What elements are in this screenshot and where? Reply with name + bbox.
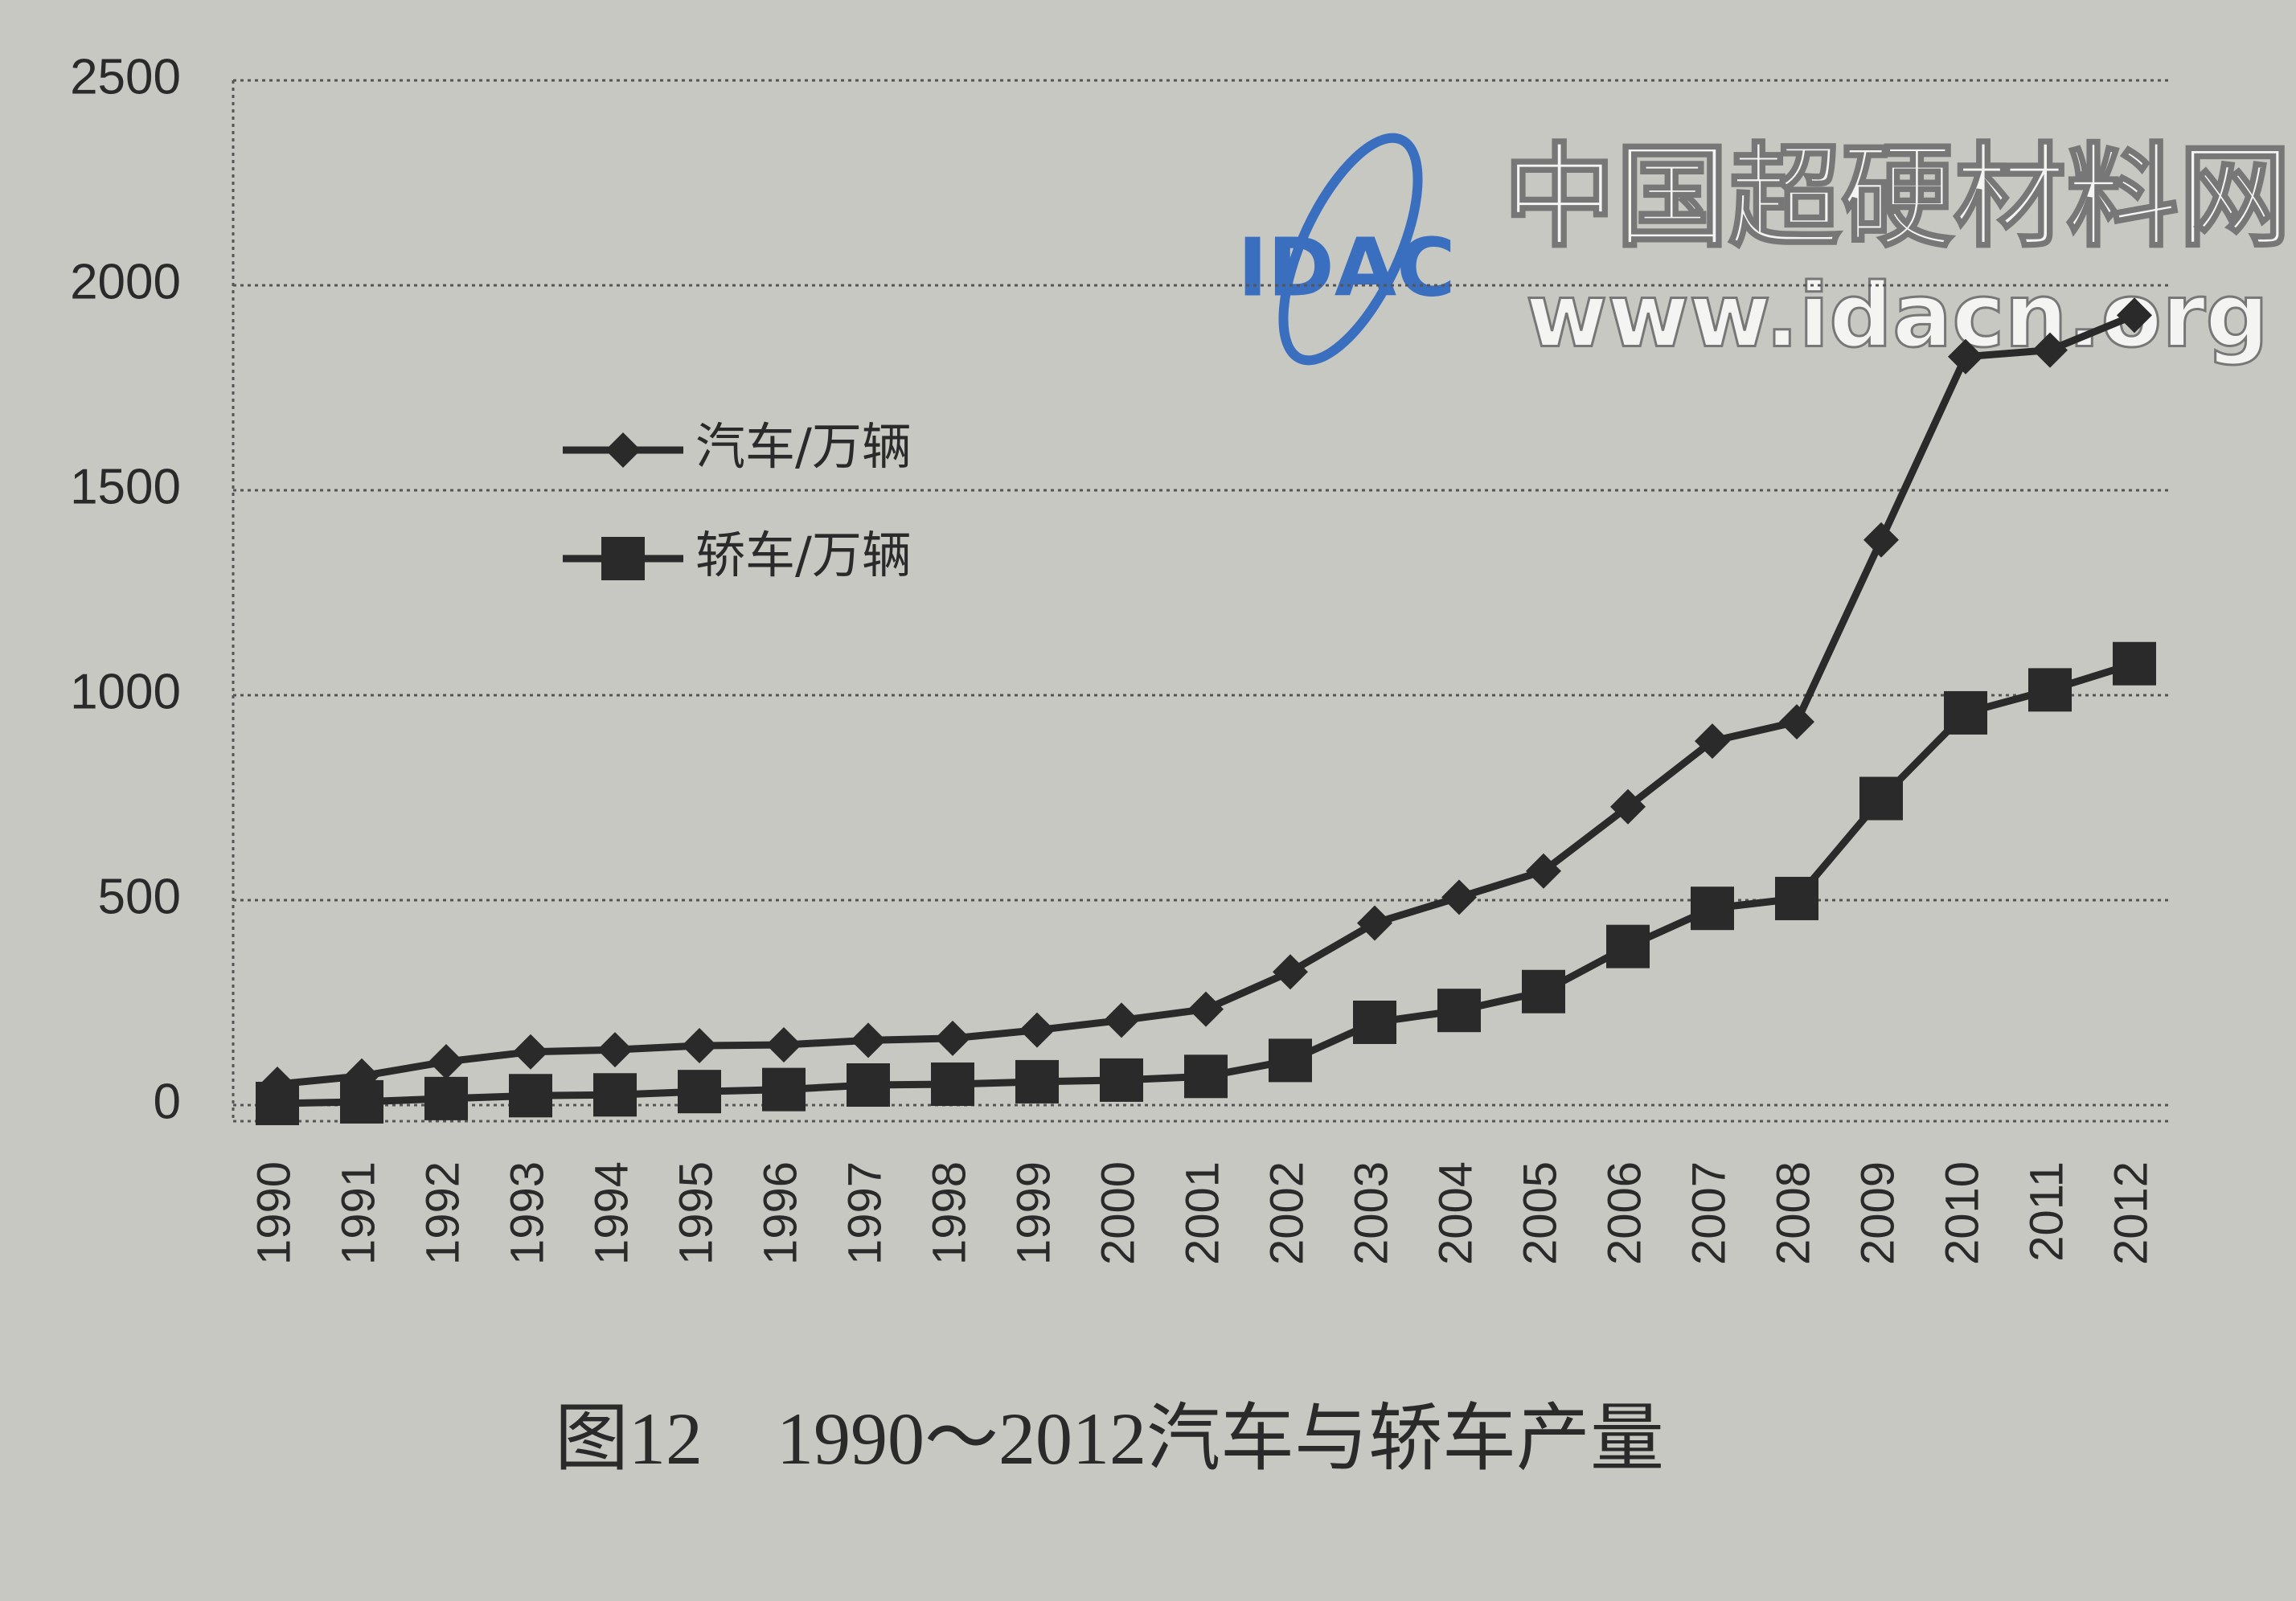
marker [1863,522,1899,558]
marker [1188,991,1224,1027]
legend-label: 轿车/万辆 [695,526,912,584]
marker [1522,969,1565,1013]
marker [2117,297,2152,334]
x-tick-label: 1996 [754,1161,806,1265]
marker [682,1028,717,1064]
marker [1100,1058,1143,1102]
marker [1353,1000,1396,1044]
logo-ring [1278,133,1423,366]
marker [424,1076,468,1120]
marker [1695,723,1730,760]
marker [1775,876,1818,920]
x-tick-label: 1990 [248,1161,300,1265]
legend-label: 汽车/万辆 [695,417,912,476]
logo-text: IDAC [1238,220,1456,314]
marker [935,1020,970,1056]
x-tick-label: 1992 [416,1161,469,1265]
x-tick-label: 2007 [1683,1161,1735,1265]
x-tick-label: 2001 [1176,1161,1228,1265]
y-tick-label: 2000 [70,254,181,309]
x-tick-label: 2005 [1514,1161,1566,1265]
marker [1606,924,1650,968]
marker [593,1073,637,1117]
x-tick-label: 1993 [501,1161,553,1265]
marker [1269,1038,1312,1083]
x-tick-label: 1995 [670,1161,722,1265]
site-name: 中国超硬材料网 [1503,133,2291,264]
marker [1779,704,1814,740]
marker [1184,1054,1228,1099]
marker [766,1027,802,1063]
marker [1273,954,1308,990]
marker [1859,776,1903,821]
marker [762,1067,806,1112]
x-tick-label: 1994 [585,1161,638,1265]
x-tick-label: 2004 [1429,1161,1482,1265]
watermark: IDAC 中国超硬材料网 www.idacn.org [1238,131,2293,368]
x-tick-label: 2000 [1092,1161,1144,1265]
marker [513,1034,548,1070]
marker [1019,1012,1055,1048]
marker [1437,989,1481,1033]
marker [2113,641,2156,686]
y-tick-label: 2500 [70,49,181,104]
x-tick-label: 2009 [1851,1161,1904,1265]
y-tick-label: 1500 [70,459,181,514]
y-tick-label: 0 [154,1074,181,1129]
marker [1610,788,1646,825]
chart-title: 图12 1990～2012汽车与轿车产量 [555,1398,1664,1480]
marker [1357,905,1392,941]
marker [1944,690,1987,735]
series-line [277,312,2136,1088]
x-tick-label: 2002 [1261,1161,1313,1265]
x-tick-label: 2011 [2020,1161,2073,1262]
y-tick-label: 500 [98,869,181,924]
y-tick-label: 1000 [70,664,181,719]
site-url: www.idacn.org [1526,264,2269,366]
x-tick-label: 2006 [1598,1161,1650,1265]
marker [340,1079,383,1124]
x-tick-label: 2008 [1767,1161,1819,1265]
marker [1015,1059,1059,1104]
marker [851,1022,886,1058]
marker [2032,332,2068,368]
marker [597,1032,633,1068]
x-tick-label: 2003 [1345,1161,1397,1265]
marker [1441,879,1477,915]
series-line [277,660,2136,1108]
marker [1948,338,1983,375]
marker [1104,1002,1139,1038]
marker [509,1074,552,1118]
marker [1691,886,1734,931]
marker [605,432,641,468]
marker [678,1070,721,1114]
marker [428,1043,464,1079]
x-tick-label: 1991 [332,1161,384,1265]
marker [1526,853,1561,889]
x-tick-label: 1997 [838,1161,891,1265]
x-tick-label: 1999 [1007,1161,1060,1265]
marker [256,1081,299,1125]
marker [931,1062,974,1106]
x-tick-label: 2012 [2105,1161,2157,1265]
marker [847,1063,890,1108]
x-tick-label: 2010 [1936,1161,1988,1265]
marker [601,537,645,580]
marker [2028,668,2072,712]
x-tick-label: 1998 [923,1161,975,1265]
